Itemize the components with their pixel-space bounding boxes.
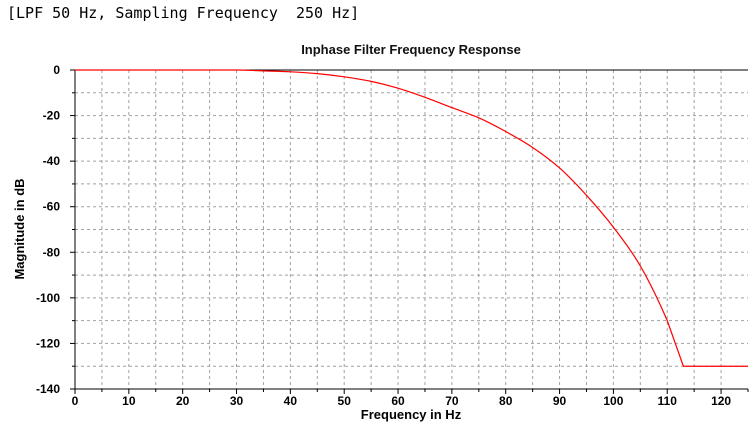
x-axis-label: Frequency in Hz <box>361 407 462 422</box>
x-tick-label: 40 <box>284 394 298 408</box>
y-tick-label: -60 <box>43 200 61 214</box>
chart-title: Inphase Filter Frequency Response <box>301 42 521 57</box>
axes <box>70 69 749 394</box>
x-tick-label: 120 <box>711 394 731 408</box>
grid <box>75 70 748 389</box>
y-tick-label: 0 <box>53 63 60 77</box>
chart-caption: [LPF 50 Hz, Sampling Frequency 250 Hz] <box>7 4 360 22</box>
y-tick-label: -80 <box>43 245 61 259</box>
x-tick-label: 30 <box>230 394 244 408</box>
x-tick-label: 0 <box>72 394 79 408</box>
x-tick-label: 100 <box>603 394 623 408</box>
y-tick-label: -140 <box>36 382 60 396</box>
x-tick-label: 70 <box>445 394 459 408</box>
x-tick-label: 110 <box>658 394 678 408</box>
y-tick-label: -120 <box>36 336 60 350</box>
y-tick-label: -100 <box>36 291 60 305</box>
x-tick-label: 20 <box>176 394 190 408</box>
x-tick-label: 90 <box>553 394 567 408</box>
y-tick-label: -40 <box>43 154 61 168</box>
x-tick-label: 60 <box>391 394 405 408</box>
response-curve-line <box>75 69 748 367</box>
x-tick-label: 10 <box>122 394 136 408</box>
tick-labels: 0 10 20 30 40 50 60 70 80 90 100 110 120 0 -20 -40 -60 -8… <box>36 63 731 408</box>
y-axis-label: Magnitude in dB <box>12 178 27 279</box>
x-tick-label: 50 <box>338 394 352 408</box>
y-tick-label: -20 <box>43 109 61 123</box>
x-tick-label: 80 <box>499 394 513 408</box>
series <box>75 69 748 367</box>
